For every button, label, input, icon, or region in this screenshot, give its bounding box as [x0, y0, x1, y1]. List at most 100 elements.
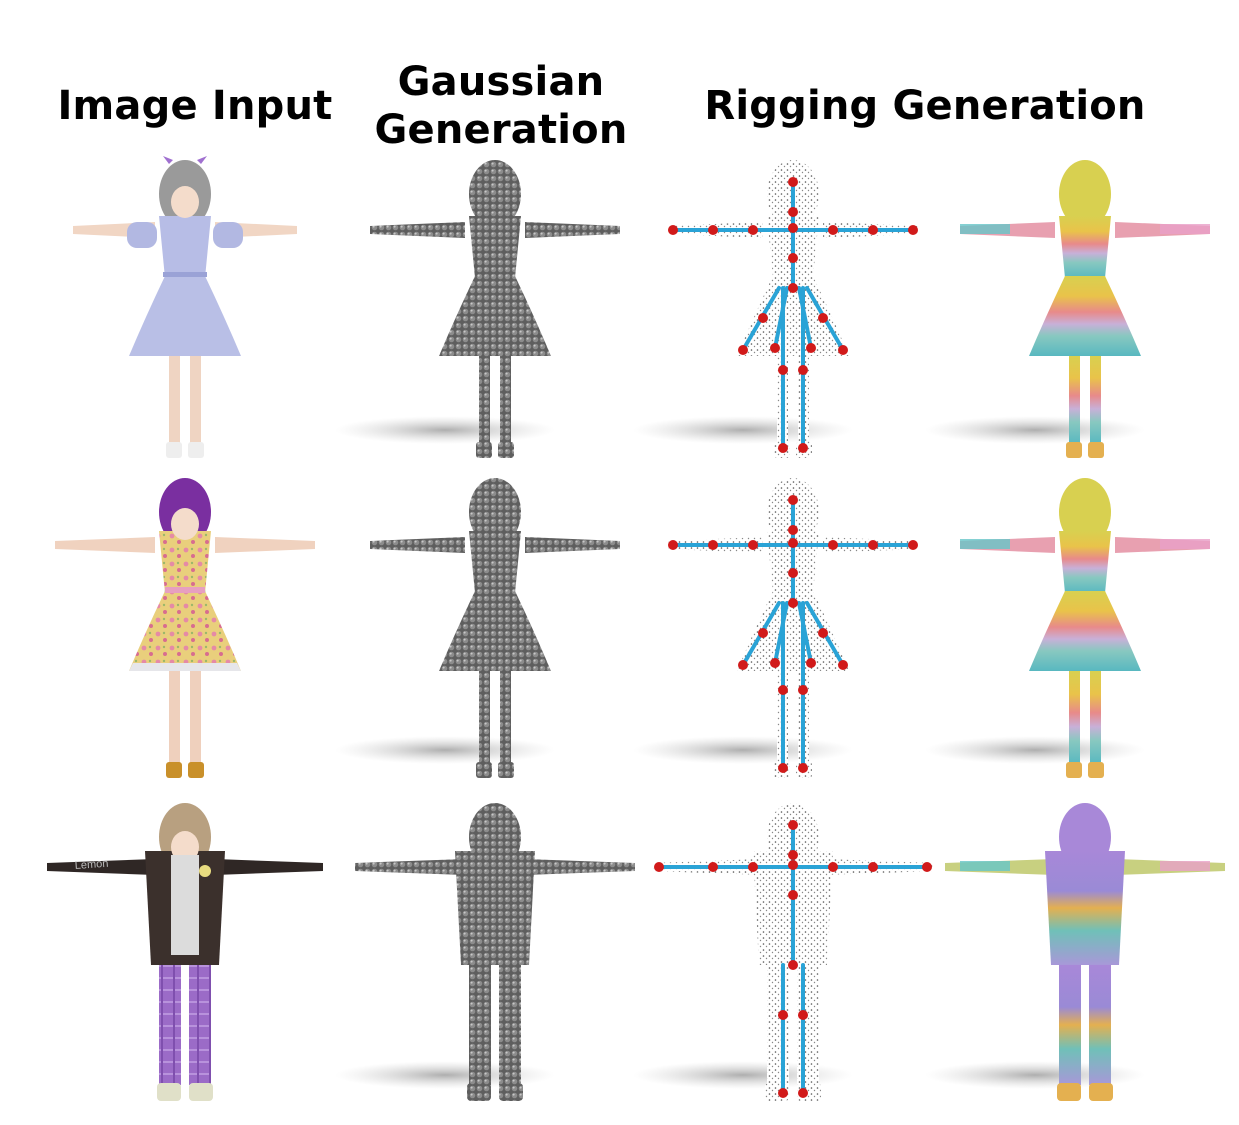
joint	[788, 223, 798, 233]
left-shoe	[1057, 1083, 1081, 1101]
joint	[798, 1088, 808, 1098]
joint	[828, 225, 838, 235]
right-shoe	[498, 442, 514, 458]
input-character-lavender-dress-girl	[73, 156, 297, 458]
joint	[908, 225, 918, 235]
gaussian-figure-row-3	[355, 803, 635, 1101]
left-leg	[159, 965, 181, 1085]
skinning-figure-row-1	[960, 160, 1210, 458]
left-shoe	[476, 442, 492, 458]
head	[469, 160, 521, 228]
joint	[838, 660, 848, 670]
joint	[738, 660, 748, 670]
left-leg	[469, 965, 491, 1085]
right-leg	[500, 671, 511, 764]
left-arm	[355, 859, 465, 875]
joint	[788, 283, 798, 293]
left-leg	[1069, 356, 1080, 444]
joint	[778, 685, 788, 695]
right-hand-segment	[1160, 224, 1210, 234]
left-arm	[47, 859, 155, 875]
gaussian-figure-row-1	[370, 160, 620, 458]
face	[171, 186, 199, 218]
ground-shadows	[335, 416, 1145, 1089]
waist-ribbon	[163, 272, 207, 277]
joint	[788, 207, 798, 217]
right-leg	[500, 356, 511, 444]
torso	[159, 216, 211, 278]
hoodie-front	[171, 855, 199, 955]
skirt	[1029, 591, 1141, 671]
gaussian-figure-row-2	[370, 478, 620, 778]
ground-shadow	[633, 736, 853, 764]
left-shoe	[1066, 442, 1082, 458]
skirt	[737, 591, 849, 671]
joint	[798, 685, 808, 695]
joint	[798, 763, 808, 773]
joint	[788, 960, 798, 970]
skirt	[1029, 276, 1141, 356]
ground-shadow	[633, 416, 853, 444]
joint	[778, 1088, 788, 1098]
joint	[868, 225, 878, 235]
left-shoe	[476, 762, 492, 778]
bone	[797, 286, 813, 350]
input-character-floral-dress-girl	[55, 478, 315, 778]
skirt	[439, 591, 551, 671]
head	[469, 478, 521, 546]
figures-layer: Lemon	[47, 156, 1225, 1101]
joint	[708, 225, 718, 235]
right-leg	[1090, 671, 1101, 764]
joint	[758, 313, 768, 323]
torso	[1059, 531, 1111, 593]
right-leg	[1089, 965, 1111, 1085]
left-arm	[370, 537, 465, 553]
joint	[738, 345, 748, 355]
joint	[908, 540, 918, 550]
right-shoe	[499, 1083, 523, 1101]
header-gaussian-line2: Generation	[374, 107, 628, 153]
joint	[788, 850, 798, 860]
joint	[788, 568, 798, 578]
skeleton-figure-row-3	[653, 803, 933, 1101]
waist-sash	[165, 587, 205, 593]
right-arm	[525, 859, 635, 875]
left-leg	[1069, 671, 1080, 764]
joint	[788, 598, 798, 608]
right-hand-segment	[1160, 861, 1210, 871]
right-leg	[797, 965, 819, 1085]
bone	[797, 601, 813, 665]
joint	[788, 890, 798, 900]
right-shoe	[188, 442, 204, 458]
left-shoe	[467, 1083, 491, 1101]
header-rigging-generation: Rigging Generation	[704, 83, 1146, 129]
joint	[708, 862, 718, 872]
joint	[668, 225, 678, 235]
joint	[798, 1010, 808, 1020]
joint	[788, 495, 798, 505]
joint	[868, 540, 878, 550]
left-leg	[1059, 965, 1081, 1085]
bone	[773, 286, 789, 350]
left-leg	[479, 356, 490, 444]
right-arm	[525, 222, 620, 238]
torso	[469, 531, 521, 593]
right-leg	[1090, 356, 1101, 444]
right-arm	[525, 537, 620, 553]
left-hand-segment	[960, 861, 1010, 871]
joint	[788, 820, 798, 830]
joint	[778, 365, 788, 375]
right-shoe	[189, 1083, 213, 1101]
right-shoe	[1088, 442, 1104, 458]
joint	[708, 540, 718, 550]
left-shoe	[166, 442, 182, 458]
joint	[778, 443, 788, 453]
left-shoe	[166, 762, 182, 778]
petticoat	[129, 663, 241, 671]
skirt	[439, 276, 551, 356]
header-image-input: Image Input	[57, 83, 333, 129]
joint	[798, 443, 808, 453]
right-leg	[499, 965, 521, 1085]
left-shoe	[157, 1083, 181, 1101]
